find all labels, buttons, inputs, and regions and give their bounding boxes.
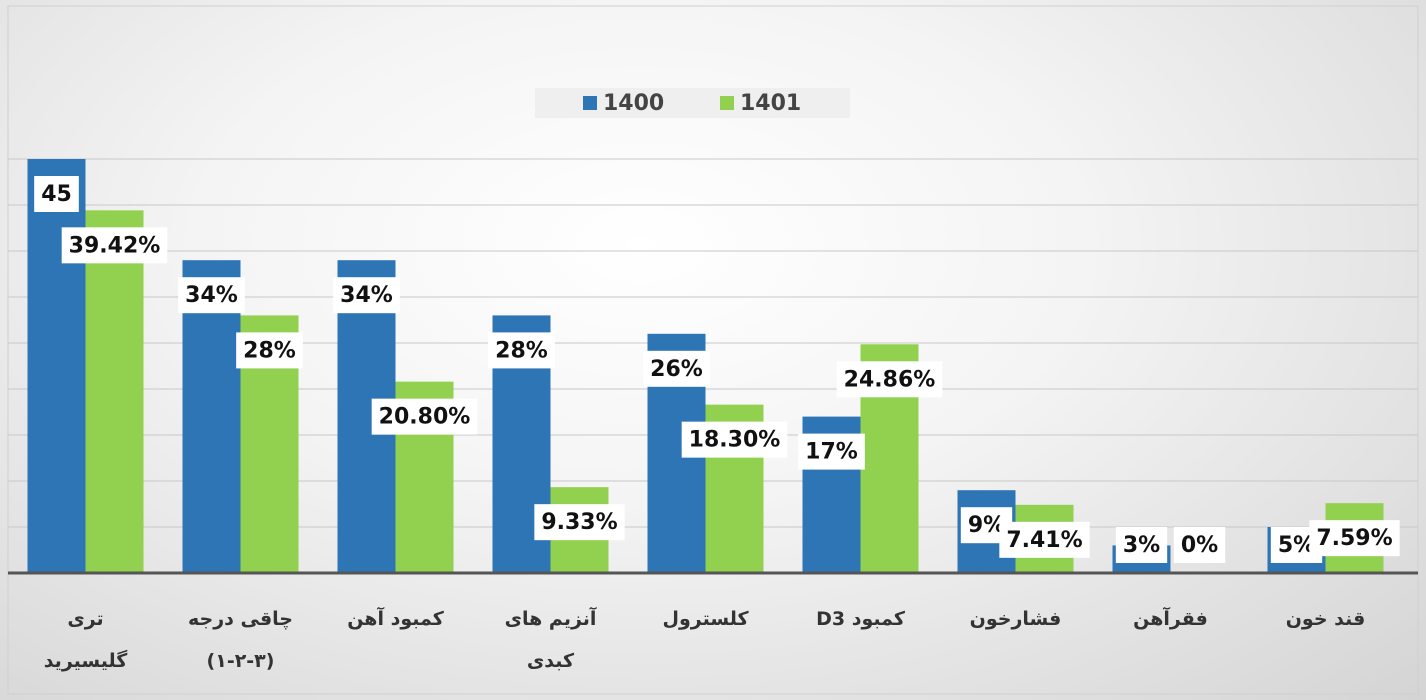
x-tick-label: قند خون: [1285, 608, 1366, 630]
x-tick-label: چاقی درجه (۱-۲-۳): [187, 608, 293, 672]
value-label-bg: [681, 421, 788, 458]
value-label: 9.33%: [541, 510, 617, 535]
bar: [27, 159, 86, 573]
value-label-bg: [178, 277, 245, 314]
value-label-bg: [999, 521, 1090, 558]
value-label: 7.41%: [1006, 528, 1082, 553]
value-label-bg: [643, 350, 710, 387]
value-label: 26%: [650, 357, 703, 382]
value-label-bg: [836, 361, 943, 398]
legend-swatch: [583, 96, 597, 110]
value-label: 7.59%: [1316, 526, 1392, 551]
value-label: 34%: [340, 283, 393, 308]
value-label-bg: [333, 277, 400, 314]
x-tick-label: فقرآهن: [1133, 608, 1208, 630]
value-label: 0%: [1181, 533, 1218, 558]
x-tick-label: کلسترول: [662, 608, 749, 630]
chart-border: [7, 5, 1419, 695]
value-label: 18.30%: [689, 428, 781, 453]
value-label-bg: [1173, 527, 1226, 563]
value-label: 9%: [968, 513, 1005, 538]
x-tick-label: کمبود D3: [816, 608, 905, 630]
x-tick-label: تری گلیسیرید: [43, 608, 128, 672]
value-label-bg: [1309, 520, 1400, 557]
bar: [85, 210, 144, 573]
value-label: 5%: [1278, 533, 1315, 558]
legend-label: 1400: [603, 91, 664, 116]
value-label: 17%: [805, 440, 858, 465]
value-label-bg: [534, 504, 625, 541]
value-label: 39.42%: [69, 233, 161, 258]
value-label-bg: [1115, 527, 1168, 563]
value-label-bg: [371, 398, 478, 435]
value-label: 3%: [1123, 533, 1160, 558]
value-label: 45: [41, 182, 72, 207]
value-label-bg: [488, 332, 555, 369]
value-label: 24.86%: [844, 367, 936, 392]
value-label: 28%: [495, 338, 548, 363]
legend-box: [535, 88, 850, 118]
legend-swatch: [720, 96, 734, 110]
value-label-bg: [61, 227, 168, 264]
value-label-bg: [236, 332, 303, 369]
value-label: 20.80%: [379, 405, 471, 430]
x-tick-label: آنزیم های کبدی: [504, 608, 597, 672]
value-label-bg: [34, 176, 79, 212]
legend-label: 1401: [740, 91, 801, 116]
value-label-bg: [798, 433, 865, 470]
x-tick-label: فشارخون: [969, 608, 1062, 630]
value-label: 34%: [185, 283, 238, 308]
x-tick-label: کمبود آهن: [347, 608, 444, 630]
value-label: 28%: [243, 338, 296, 363]
